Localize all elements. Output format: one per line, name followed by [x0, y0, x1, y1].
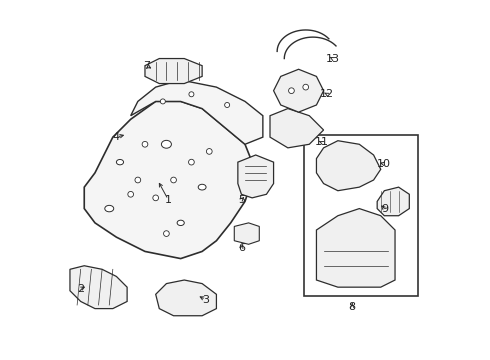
Ellipse shape — [177, 220, 184, 226]
Circle shape — [153, 195, 159, 201]
Text: 10: 10 — [377, 159, 392, 169]
Polygon shape — [317, 141, 381, 191]
Text: 7: 7 — [143, 61, 150, 71]
Polygon shape — [234, 223, 259, 244]
Ellipse shape — [198, 184, 206, 190]
Circle shape — [160, 99, 165, 104]
Circle shape — [135, 177, 141, 183]
Polygon shape — [317, 208, 395, 287]
Polygon shape — [377, 187, 409, 216]
Polygon shape — [70, 266, 127, 309]
Circle shape — [128, 192, 134, 197]
Circle shape — [289, 88, 294, 94]
Text: 9: 9 — [381, 203, 388, 213]
Polygon shape — [156, 280, 217, 316]
Circle shape — [189, 92, 194, 97]
Ellipse shape — [117, 159, 123, 165]
Circle shape — [303, 84, 309, 90]
Ellipse shape — [105, 205, 114, 212]
Text: 11: 11 — [315, 138, 329, 148]
Circle shape — [206, 149, 212, 154]
Polygon shape — [131, 80, 263, 144]
Circle shape — [224, 103, 230, 108]
Polygon shape — [273, 69, 323, 112]
FancyBboxPatch shape — [304, 135, 418, 296]
Ellipse shape — [161, 140, 172, 148]
Polygon shape — [238, 155, 273, 198]
Circle shape — [164, 231, 169, 237]
Polygon shape — [84, 102, 252, 258]
Polygon shape — [270, 109, 323, 148]
Text: 5: 5 — [238, 195, 245, 204]
Text: 1: 1 — [165, 195, 172, 204]
Text: 3: 3 — [202, 295, 209, 305]
Text: 13: 13 — [325, 54, 340, 64]
Text: 4: 4 — [113, 132, 120, 142]
Polygon shape — [145, 59, 202, 84]
Circle shape — [171, 177, 176, 183]
Text: 12: 12 — [320, 89, 334, 99]
Text: 6: 6 — [238, 243, 245, 253]
Text: 2: 2 — [77, 284, 84, 294]
Text: 8: 8 — [348, 302, 356, 312]
Circle shape — [142, 141, 148, 147]
Circle shape — [189, 159, 194, 165]
